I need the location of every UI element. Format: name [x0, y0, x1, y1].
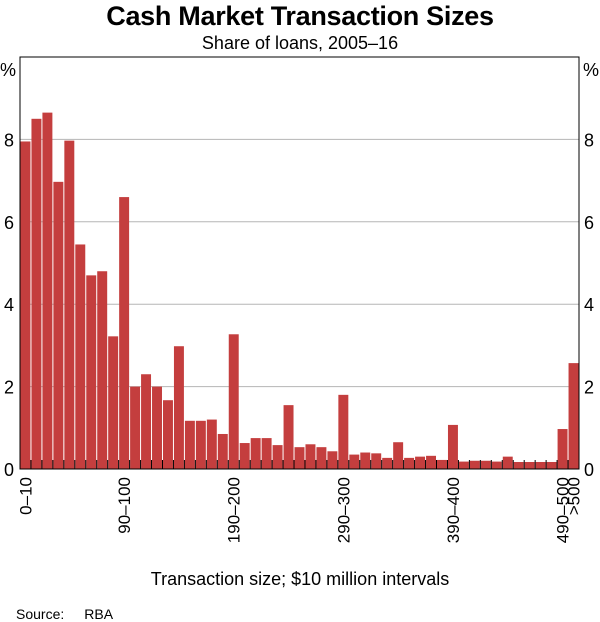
bar: [64, 140, 75, 470]
bar: [86, 275, 97, 469]
bar: [108, 336, 119, 469]
x-tick-label: 490–500: [554, 477, 573, 543]
y-tick-label: 8: [584, 130, 594, 150]
bar: [327, 451, 338, 469]
x-ticks: [30, 460, 569, 469]
bar: [426, 455, 437, 469]
x-tick-label: 190–200: [225, 477, 244, 543]
y-axis-right: 0 2 4 6 8: [584, 130, 594, 480]
bar: [316, 447, 327, 469]
chart-subtitle: Share of loans, 2005–16: [201, 33, 399, 53]
y-tick-label: 4: [4, 295, 14, 315]
chart-title: Cash Market Transaction Sizes: [106, 1, 494, 31]
bar: [20, 141, 31, 469]
bar: [524, 461, 535, 469]
plot-frame: [19, 56, 580, 470]
bar: [513, 461, 524, 469]
bar: [480, 460, 491, 469]
bar: [184, 420, 195, 469]
bar: [568, 363, 579, 469]
bar: [437, 459, 447, 469]
bar: [75, 244, 86, 469]
bar: [228, 334, 239, 469]
bar: [469, 460, 480, 469]
bar: [557, 429, 568, 469]
bar: [130, 386, 141, 469]
bar: [491, 461, 502, 469]
source-value: RBA: [84, 606, 114, 622]
bar: [250, 438, 261, 469]
bar: [141, 374, 152, 469]
y-tick-label: 6: [584, 213, 594, 233]
bar: [31, 118, 42, 470]
bar: [546, 461, 557, 469]
bar: [393, 442, 404, 469]
bar: [97, 271, 108, 469]
x-tick-label: 90–100: [115, 477, 134, 534]
bar: [404, 457, 415, 469]
y-tick-label: 4: [584, 295, 594, 315]
bar: [272, 445, 283, 469]
bar: [535, 461, 546, 469]
bar: [305, 444, 316, 469]
bar: [371, 453, 382, 469]
y-unit-left: %: [0, 60, 16, 80]
bar: [119, 197, 130, 469]
source-label: Source:: [16, 606, 65, 622]
bar: [360, 452, 371, 469]
bar: [152, 386, 162, 469]
bar: [447, 424, 458, 469]
bar: [162, 400, 173, 469]
y-tick-label: 2: [4, 378, 14, 398]
bar: [195, 420, 206, 469]
y-unit-right: %: [583, 60, 599, 80]
x-tick-label: 390–400: [444, 477, 463, 543]
bar: [349, 454, 360, 469]
source-note: Source: RBA: [16, 606, 113, 622]
bar: [415, 456, 426, 469]
y-tick-label: 0: [584, 460, 594, 480]
bar: [217, 433, 228, 469]
bar: [42, 112, 53, 470]
bar: [294, 447, 305, 469]
x-tick-label: >500: [565, 477, 584, 515]
bar: [502, 456, 513, 469]
bar: [338, 394, 349, 469]
bar: [53, 181, 64, 469]
y-tick-label: 0: [4, 460, 14, 480]
bar: [206, 419, 217, 469]
bar: [261, 438, 272, 469]
bars: [20, 112, 579, 470]
y-tick-label: 8: [4, 130, 14, 150]
bar: [458, 461, 469, 469]
x-tick-label: 290–300: [334, 477, 353, 543]
y-tick-label: 6: [4, 213, 14, 233]
y-axis-left: 0 2 4 6 8: [4, 130, 14, 480]
y-tick-label: 2: [584, 378, 594, 398]
x-axis-title: Transaction size; $10 million intervals: [150, 569, 450, 589]
x-tick-label: 0–10: [16, 477, 35, 515]
bar: [173, 346, 184, 469]
x-axis-labels: 0–10 90–100 190–200 290–300 390–400 490–500>5…: [16, 477, 583, 543]
bar: [239, 443, 250, 469]
bar: [382, 457, 393, 469]
bar: [283, 405, 294, 469]
